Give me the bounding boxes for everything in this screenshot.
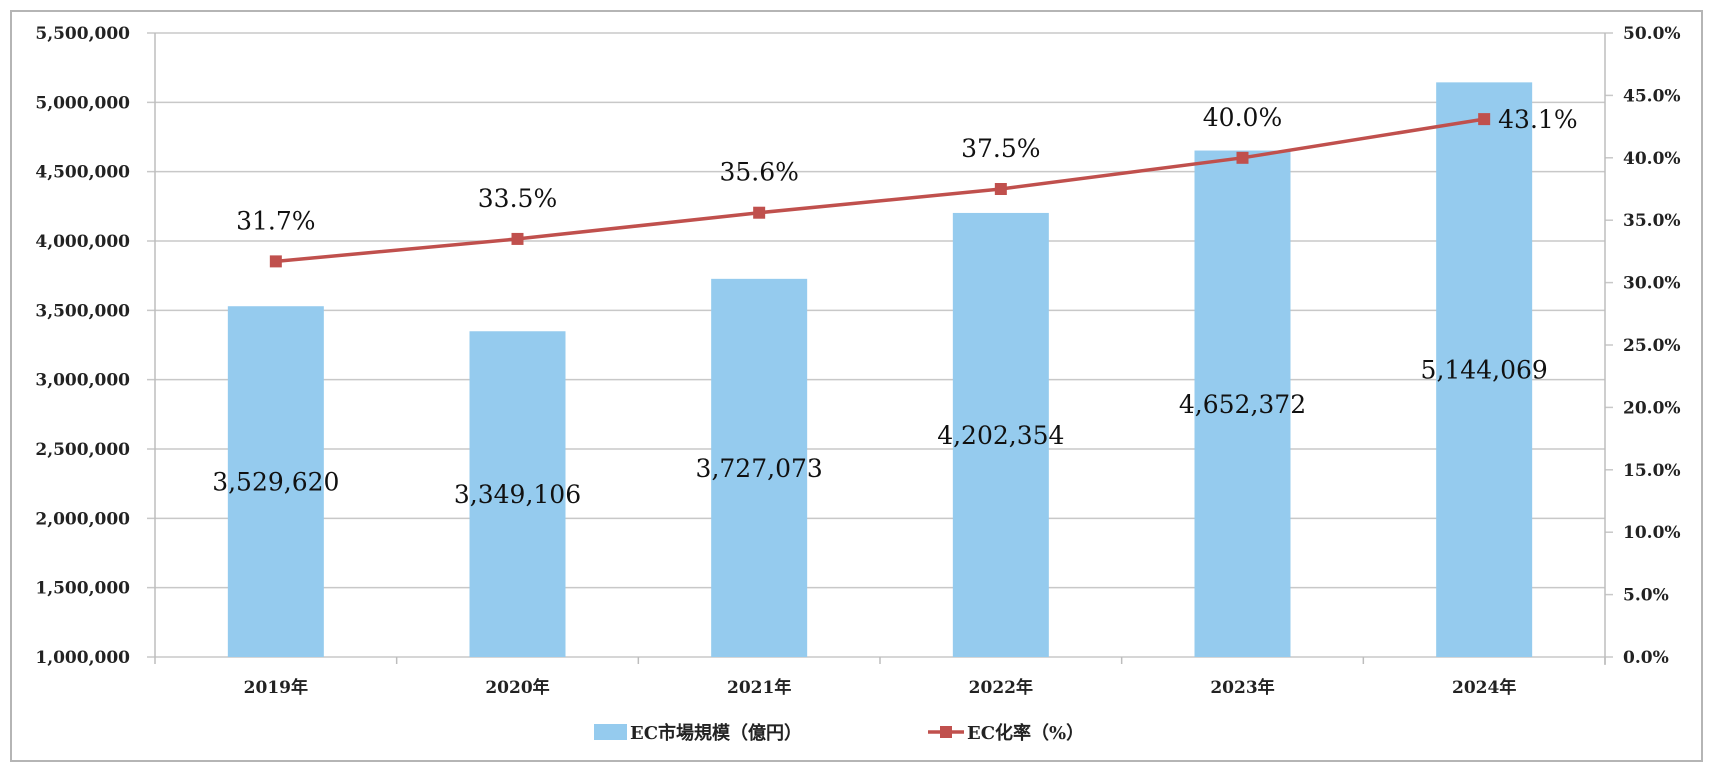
right-axis-tick-label: 0.0% xyxy=(1623,648,1669,668)
x-axis-category-label: 2020年 xyxy=(485,677,549,698)
left-axis-tick-label: 5,000,000 xyxy=(35,93,130,113)
left-axis-tick-label: 2,000,000 xyxy=(35,509,130,529)
bar-ec-market-size xyxy=(1436,82,1533,657)
line-marker xyxy=(511,232,524,245)
legend-label-ec-rate: EC化率（%） xyxy=(967,722,1084,744)
right-axis-tick-label: 35.0% xyxy=(1623,211,1681,231)
line-data-label: 43.1% xyxy=(1498,105,1577,134)
left-axis-tick-label: 2,500,000 xyxy=(35,440,130,460)
right-axis-tick-label: 5.0% xyxy=(1623,586,1669,606)
line-marker xyxy=(1478,113,1491,126)
bar-ec-market-size xyxy=(1194,150,1291,657)
right-axis-tick-label: 15.0% xyxy=(1623,461,1681,481)
line-marker xyxy=(1236,151,1249,164)
right-axis-tick-label: 45.0% xyxy=(1623,86,1681,106)
bar-data-label: 3,529,620 xyxy=(212,468,339,497)
x-axis-category-label: 2023年 xyxy=(1210,677,1274,698)
right-axis-tick-label: 25.0% xyxy=(1623,336,1681,356)
left-axis-tick-label: 4,000,000 xyxy=(35,232,130,252)
chart-frame xyxy=(10,10,1703,762)
legend-label-ec-market-size: EC市場規模（億円） xyxy=(630,722,802,744)
legend-bar-swatch xyxy=(594,724,627,740)
bar-data-label: 4,652,372 xyxy=(1179,390,1306,419)
bar-data-label: 3,349,106 xyxy=(454,480,581,509)
bar-ec-market-size xyxy=(469,331,566,657)
line-data-label: 31.7% xyxy=(236,206,315,235)
line-data-label: 40.0% xyxy=(1203,103,1282,132)
right-axis-tick-label: 20.0% xyxy=(1623,398,1681,418)
bar-data-label: 3,727,073 xyxy=(696,454,823,483)
line-data-label: 33.5% xyxy=(478,184,557,213)
line-ec-rate xyxy=(275,117,1485,264)
line-data-label: 37.5% xyxy=(961,134,1040,163)
line-marker xyxy=(994,183,1007,195)
line-marker xyxy=(753,206,766,219)
bar-data-label: 5,144,069 xyxy=(1421,356,1548,385)
left-axis-tick-label: 1,500,000 xyxy=(35,579,130,599)
right-axis-tick-label: 40.0% xyxy=(1623,149,1681,169)
left-axis-tick-label: 3,500,000 xyxy=(35,301,130,321)
x-axis-category-label: 2022年 xyxy=(969,677,1033,698)
left-axis-tick-label: 4,500,000 xyxy=(35,163,130,183)
line-marker xyxy=(269,255,282,268)
bar-ec-market-size xyxy=(227,306,324,657)
line-data-label: 35.6% xyxy=(719,158,798,187)
right-axis-tick-label: 30.0% xyxy=(1623,274,1681,294)
bar-ec-market-size xyxy=(711,278,808,657)
legend-line-marker xyxy=(940,726,952,738)
bar-data-label: 4,202,354 xyxy=(937,421,1064,450)
left-axis-tick-label: 5,500,000 xyxy=(35,24,130,44)
right-axis-tick-label: 50.0% xyxy=(1623,24,1681,44)
right-axis-tick-label: 10.0% xyxy=(1623,523,1681,543)
left-axis-tick-label: 1,000,000 xyxy=(35,648,130,668)
x-axis-category-label: 2019年 xyxy=(244,677,308,698)
x-axis-category-label: 2021年 xyxy=(727,677,791,698)
left-axis-tick-label: 3,000,000 xyxy=(35,371,130,391)
bar-ec-market-size xyxy=(952,212,1049,657)
x-axis-category-label: 2024年 xyxy=(1452,677,1516,698)
